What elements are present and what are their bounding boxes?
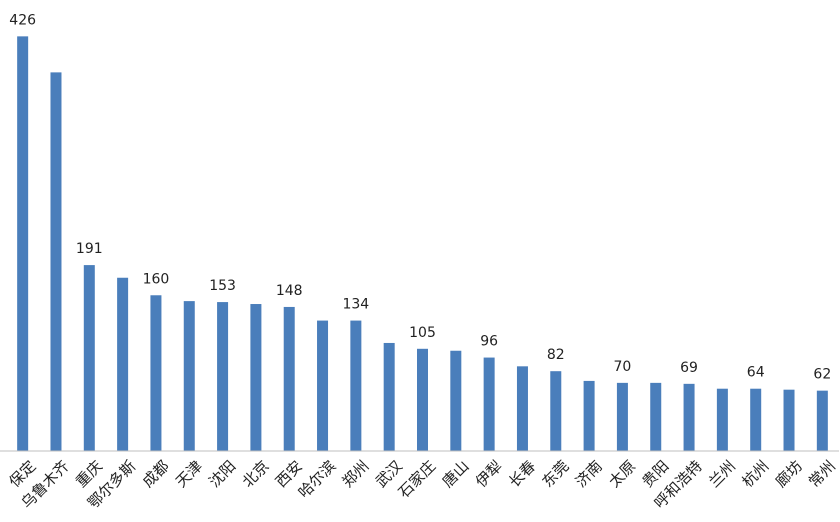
bar [616,382,628,451]
data-label: 82 [547,347,565,363]
x-tick-label: 伊犁 [472,457,506,491]
bar [50,72,62,451]
x-tick-label: 唐山 [439,457,473,491]
data-label: 64 [747,365,765,381]
bar [17,36,29,452]
data-label: 148 [276,283,303,299]
x-tick-label: 杭州 [738,457,772,491]
x-tick-label: 廊坊 [772,457,806,491]
bar [317,320,329,451]
data-label: 153 [209,278,236,294]
bar [583,380,595,451]
bar [117,277,129,451]
bar [650,382,662,451]
data-label: 69 [680,360,698,376]
bar [783,389,795,451]
bar [450,350,462,451]
bar [83,265,95,451]
bar [250,304,262,451]
data-label: 96 [480,334,498,350]
x-tick-label: 沈阳 [205,457,239,491]
x-tick-label: 郑州 [339,457,373,491]
x-tick-label: 常州 [805,457,839,491]
bar [683,383,695,451]
bar [417,348,428,451]
x-tick-label: 长春 [505,457,539,491]
x-tick-label: 天津 [172,457,206,491]
bar [350,320,362,451]
data-label: 426 [9,12,36,28]
data-label: 134 [342,297,369,313]
bar [283,306,295,451]
x-tick-label: 北京 [239,457,273,491]
bar [383,342,395,451]
bar [750,388,762,451]
x-tick-label: 哈尔滨 [295,457,340,502]
bar [150,295,162,451]
x-tick-label: 济南 [572,457,606,491]
data-label: 62 [813,367,831,383]
x-tick-label: 兰州 [705,457,739,491]
x-tick-label: 成都 [139,457,173,491]
data-label: 160 [143,271,170,287]
bar [217,302,229,451]
bar [516,366,528,451]
bar [550,371,562,451]
data-label: 70 [614,359,632,375]
bar [183,301,195,451]
x-tick-label: 石家庄 [395,457,440,502]
bar [816,390,828,451]
data-label: 191 [76,241,103,257]
x-tick-label: 东莞 [539,457,573,491]
data-label: 105 [409,325,436,341]
x-tick-label: 太原 [605,457,639,491]
bar [483,357,495,451]
bar [716,388,728,451]
